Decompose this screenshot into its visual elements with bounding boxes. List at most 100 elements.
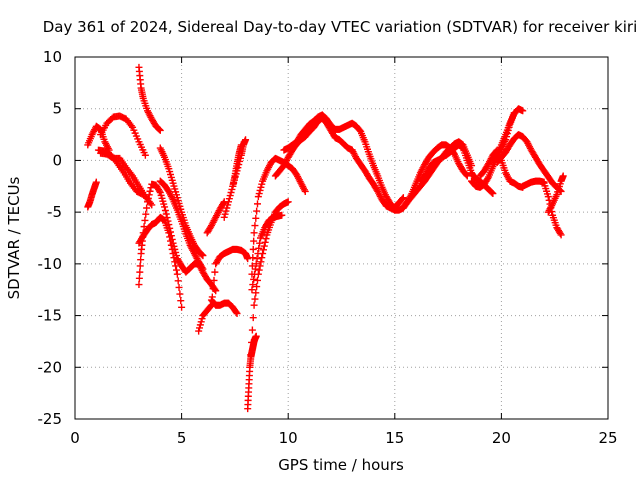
data-point: [198, 264, 206, 272]
data-point: [259, 246, 267, 254]
data-point: [250, 237, 258, 245]
series-arc-32: [519, 177, 548, 190]
data-point: [142, 210, 150, 218]
data-point: [399, 194, 407, 202]
data-point: [171, 258, 179, 266]
data-point: [251, 222, 259, 230]
data-point: [251, 295, 259, 303]
data-point: [223, 204, 231, 212]
series-arc-31: [493, 131, 565, 195]
data-point: [210, 276, 218, 284]
data-point: [199, 265, 207, 273]
data-point: [248, 286, 256, 294]
series-arc-1: [84, 178, 100, 211]
data-series: [84, 63, 567, 413]
series-arc-12: [203, 198, 228, 237]
data-point: [484, 174, 492, 182]
data-point: [167, 241, 175, 249]
series-arc-15: [229, 141, 245, 190]
data-point: [250, 229, 258, 237]
series-arc-30: [489, 105, 527, 164]
data-point: [260, 242, 268, 250]
data-point: [237, 141, 245, 149]
data-point: [137, 256, 145, 264]
data-point: [146, 187, 154, 195]
data-point: [175, 283, 183, 291]
data-point: [222, 207, 230, 215]
x-tick-labels: 0 5 10 15 20 25: [70, 429, 617, 447]
chart-title: Day 361 of 2024, Sidereal Day-to-day VTE…: [43, 18, 638, 36]
data-point: [173, 270, 181, 278]
data-point: [256, 262, 264, 270]
data-point: [174, 277, 182, 285]
data-point: [248, 326, 256, 334]
data-point: [170, 254, 178, 262]
x-axis-label: GPS time / hours: [278, 456, 404, 474]
y-tick-label: -20: [38, 358, 63, 376]
series-arc-11: [195, 245, 252, 335]
data-point: [143, 198, 151, 206]
data-point: [233, 310, 241, 318]
data-point: [556, 229, 564, 237]
data-point: [557, 231, 565, 239]
data-point: [197, 318, 205, 326]
data-point: [143, 204, 151, 212]
data-point: [254, 193, 262, 201]
data-point: [145, 191, 153, 199]
y-tick-label: 10: [43, 48, 62, 66]
x-tick-label: 5: [177, 429, 187, 447]
axis-ticks: [74, 56, 609, 420]
data-point: [161, 203, 169, 211]
data-point: [250, 301, 258, 309]
y-tick-label: -15: [38, 307, 63, 325]
data-point: [254, 250, 262, 258]
data-point: [156, 126, 164, 134]
data-point: [198, 315, 206, 323]
y-tick-label: 5: [52, 100, 62, 118]
data-point: [141, 151, 149, 159]
data-point: [178, 303, 186, 311]
data-point: [246, 363, 254, 371]
data-point: [211, 268, 219, 276]
x-tick-label: 10: [279, 429, 298, 447]
data-point: [144, 194, 152, 202]
data-point: [249, 314, 257, 322]
data-point: [196, 324, 204, 332]
data-point: [247, 351, 255, 359]
data-point: [504, 126, 512, 134]
data-point: [232, 308, 240, 316]
data-point: [519, 107, 527, 115]
series-arc-9: [135, 213, 186, 311]
data-point: [221, 210, 229, 218]
data-point: [148, 201, 156, 209]
data-point: [544, 193, 552, 201]
x-tick-label: 0: [70, 429, 80, 447]
data-point: [253, 255, 261, 263]
data-point: [398, 195, 406, 203]
data-point: [255, 266, 263, 274]
data-point: [559, 172, 567, 180]
data-point: [225, 195, 233, 203]
data-point: [503, 130, 511, 138]
series-arc-34: [544, 172, 567, 216]
data-point: [489, 190, 497, 198]
data-point: [258, 180, 266, 188]
x-tick-label: 25: [598, 429, 617, 447]
data-point: [172, 266, 180, 274]
series-arc-13: [207, 296, 241, 318]
data-point: [253, 207, 261, 215]
data-point: [255, 244, 263, 252]
data-point: [284, 198, 292, 206]
data-point: [168, 245, 176, 253]
data-point: [503, 133, 511, 141]
data-point: [248, 338, 256, 346]
data-point: [248, 270, 256, 278]
data-point: [169, 250, 177, 258]
data-point: [136, 268, 144, 276]
data-point: [135, 281, 143, 289]
data-point: [135, 274, 143, 282]
data-point: [252, 289, 260, 297]
grid-lines: [75, 57, 608, 419]
data-point: [256, 186, 264, 194]
